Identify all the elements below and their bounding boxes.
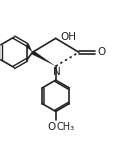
Text: O: O [97, 47, 105, 57]
Text: OH: OH [60, 32, 76, 42]
Polygon shape [25, 43, 32, 52]
Text: O: O [47, 122, 55, 132]
Text: CH₃: CH₃ [56, 122, 74, 132]
Polygon shape [31, 51, 55, 66]
Text: N: N [53, 67, 60, 77]
